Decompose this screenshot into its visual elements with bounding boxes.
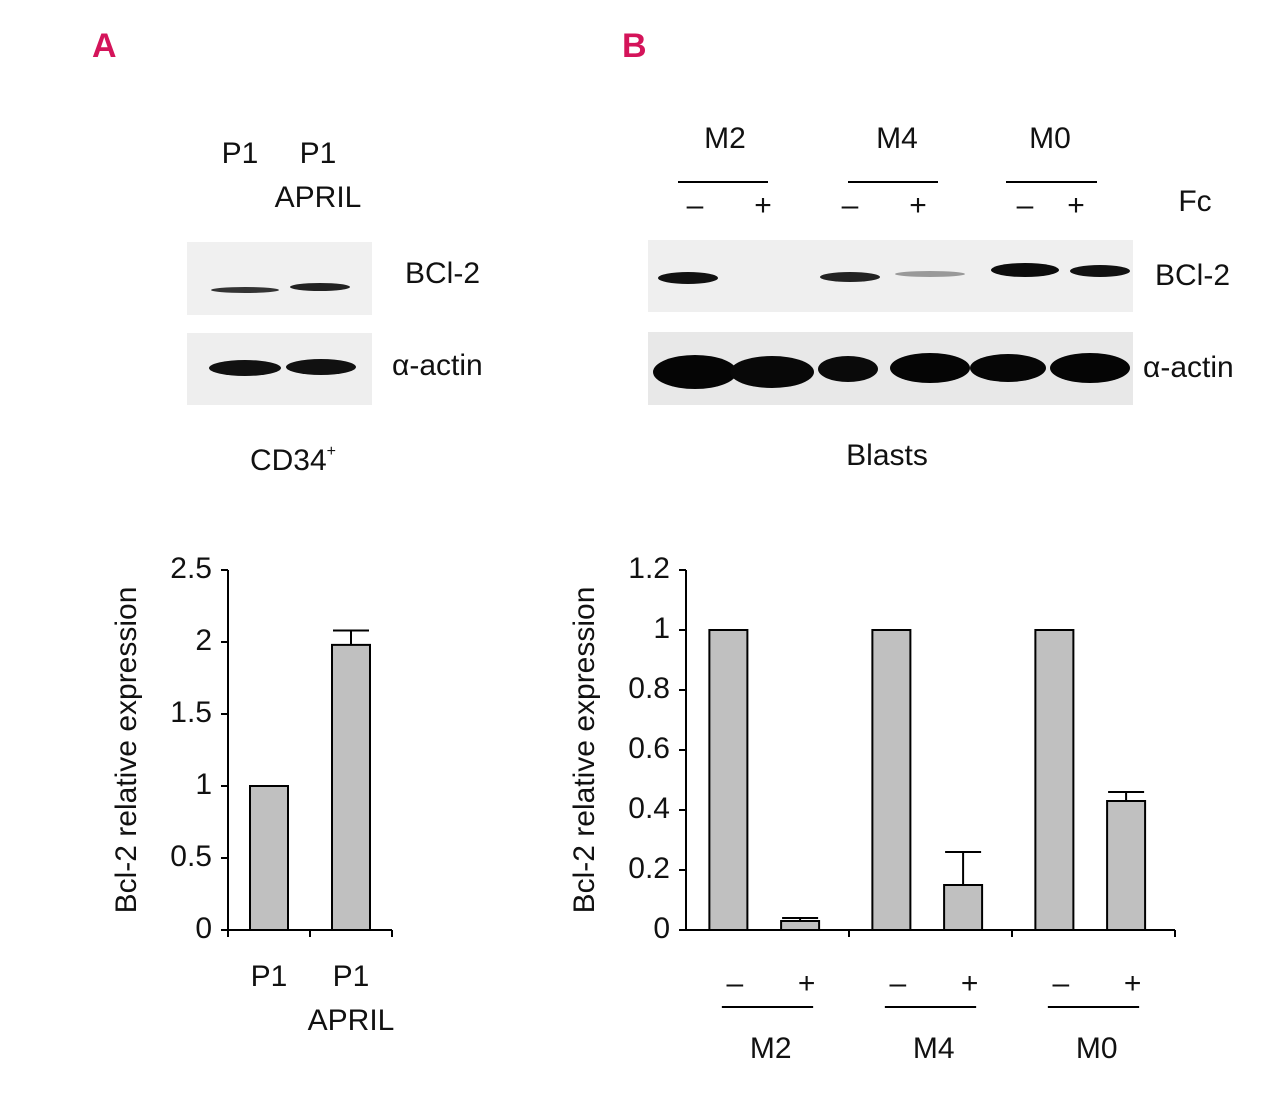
panel-label: B: [622, 27, 647, 65]
band: [286, 359, 356, 375]
x-tick-label: –: [890, 967, 907, 1000]
band-label: α-actin: [1143, 351, 1234, 384]
panel-label: A: [92, 27, 117, 65]
bar: [780, 920, 821, 931]
band: [991, 263, 1059, 277]
error-bar: [333, 629, 369, 645]
bar: [1106, 800, 1147, 931]
y-tick-label: 0.5: [170, 840, 212, 873]
y-tick-label: 1.5: [170, 696, 212, 729]
sign: –: [842, 189, 859, 222]
y-axis-label: Bcl-2 relative expression: [568, 587, 601, 914]
band-label: BCl-2: [405, 257, 480, 290]
x-tick-label: –: [1053, 967, 1070, 1000]
band: [730, 356, 814, 388]
band: [895, 271, 965, 277]
x-tick-label: P1: [251, 960, 288, 993]
group-label: M0: [1029, 122, 1071, 155]
caption-text: CD34: [250, 444, 327, 477]
band: [970, 354, 1046, 382]
y-tick-label: 0.2: [628, 852, 670, 885]
x-tick-label: +: [961, 967, 979, 1000]
blot-strip: [187, 242, 372, 315]
treatment-label: Fc: [1178, 185, 1211, 218]
y-tick-label: 0.8: [628, 672, 670, 705]
group-label: M0: [1076, 1032, 1118, 1065]
bar: [249, 785, 289, 931]
blot-strip: [648, 240, 1133, 312]
lane-label: APRIL: [275, 181, 362, 214]
sign: +: [1067, 189, 1085, 222]
sign: –: [687, 189, 704, 222]
sign: +: [909, 189, 927, 222]
bar: [1034, 629, 1075, 931]
bar: [871, 629, 912, 931]
group-label: M4: [876, 122, 918, 155]
error-bar: [1108, 791, 1145, 801]
band-label: α-actin: [392, 349, 483, 382]
band: [1050, 353, 1130, 383]
band: [658, 272, 718, 284]
y-tick-label: 1: [653, 612, 670, 645]
lane-label: P1: [222, 137, 259, 170]
y-tick-label: 0.4: [628, 792, 670, 825]
band: [820, 272, 880, 282]
error-bar: [782, 917, 819, 921]
band: [211, 287, 279, 293]
band-label: BCl-2: [1155, 259, 1230, 292]
x-tick-label: +: [798, 967, 816, 1000]
y-tick-label: 0.6: [628, 732, 670, 765]
band: [890, 353, 970, 383]
y-tick-label: 1.2: [628, 552, 670, 585]
x-tick-label: +: [1124, 967, 1142, 1000]
caption-superscript: +: [327, 443, 336, 460]
y-tick-label: 2.5: [170, 552, 212, 585]
band: [209, 360, 281, 376]
band: [1070, 265, 1130, 277]
band: [653, 355, 737, 389]
x-tick-label: APRIL: [308, 1004, 395, 1037]
group-label: M2: [704, 122, 746, 155]
bar: [708, 629, 749, 931]
y-tick-label: 2: [195, 624, 212, 657]
y-tick-label: 0: [653, 912, 670, 945]
group-label: M4: [913, 1032, 955, 1065]
band: [818, 356, 878, 382]
blot-caption: CD34+: [250, 443, 336, 477]
bar: [943, 884, 984, 931]
blot-b: M2 M4 M0 – + – + – + Fc BCl-2 α-actin Bl…: [648, 122, 1234, 472]
band: [290, 283, 350, 291]
y-axis-label: Bcl-2 relative expression: [110, 587, 143, 914]
x-tick-label: P1: [333, 960, 370, 993]
sign: +: [754, 189, 772, 222]
lane-label: P1: [300, 137, 337, 170]
y-tick-label: 0: [195, 912, 212, 945]
group-label: M2: [750, 1032, 792, 1065]
blot-a: P1 P1 APRIL BCl-2 α-actin CD34+: [187, 137, 483, 477]
x-tick-label: –: [727, 967, 744, 1000]
error-bar: [945, 851, 982, 885]
sign: –: [1017, 189, 1034, 222]
blot-caption: Blasts: [846, 439, 928, 472]
y-tick-label: 1: [195, 768, 212, 801]
bar: [331, 643, 371, 931]
